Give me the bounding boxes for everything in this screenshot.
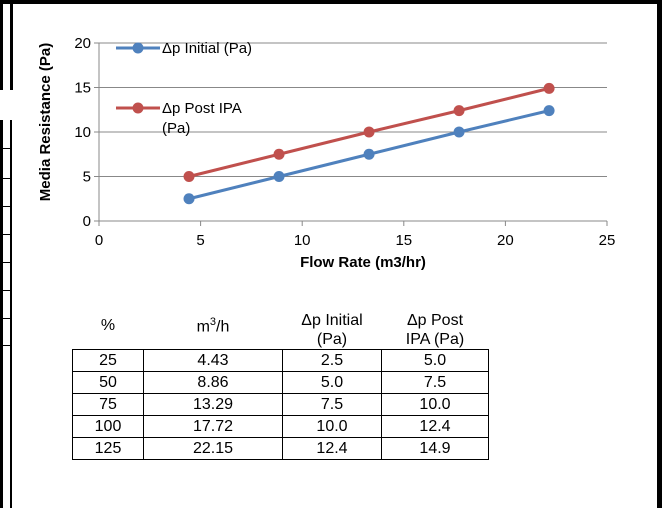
table-cell: 12.4 — [282, 437, 382, 460]
x-tick-label: 0 — [95, 232, 103, 249]
y-tick-label: 0 — [83, 213, 91, 230]
margin-rule — [0, 206, 10, 207]
data-table: % m3/h Δp Initial (Pa) Δp Post IPA (Pa) 25 4.4… — [72, 295, 489, 460]
x-tick-label: 10 — [294, 232, 311, 249]
y-tick-label: 5 — [83, 169, 91, 186]
table-cell: 5.0 — [282, 371, 382, 394]
table-header-cell: Δp Post IPA (Pa) — [405, 312, 465, 348]
table-header-cell: m3/h — [196, 316, 230, 336]
table-cell: 2.5 — [282, 349, 382, 372]
table-cell: 4.43 — [143, 349, 283, 372]
table-cell: 17.72 — [143, 415, 283, 438]
legend-marker — [132, 102, 144, 114]
margin-rule — [0, 262, 10, 263]
data-point — [273, 148, 285, 160]
data-point — [363, 148, 375, 160]
table-body: 25 4.43 2.5 5.0 50 8.86 5.0 7.5 75 13.29 7.5 10.0 10… — [72, 349, 489, 460]
table-row: 25 4.43 2.5 5.0 — [72, 349, 489, 372]
page-border-left — [0, 0, 3, 90]
line-chart: 0 5 10 15 20 0 5 10 15 20 25 Δp Initial (Pa) Δp Pos… — [37, 35, 615, 271]
margin-rule — [0, 178, 10, 179]
page-border-top — [0, 0, 662, 4]
table-cell: 10.0 — [282, 415, 382, 438]
x-axis-title: Flow Rate (m3/hr) — [300, 254, 426, 271]
y-axis-title: Media Resistance (Pa) — [37, 43, 54, 201]
table-cell: 75 — [72, 393, 144, 416]
table-cell: 7.5 — [381, 371, 489, 394]
data-point — [453, 105, 465, 117]
series-group — [183, 82, 555, 205]
y-tick-label: 10 — [74, 124, 91, 141]
table-row: 75 13.29 7.5 10.0 — [72, 393, 489, 416]
table-cell: 125 — [72, 437, 144, 460]
legend-label: Δp Initial (Pa) — [162, 40, 252, 57]
table-cell: 12.4 — [381, 415, 489, 438]
margin-rule — [0, 148, 10, 149]
y-tick-label: 15 — [74, 80, 91, 97]
x-tick-label: 25 — [599, 232, 616, 249]
data-point — [183, 171, 195, 182]
table-header-cell: Δp Initial (Pa) — [301, 312, 363, 348]
table-cell: 8.86 — [143, 371, 283, 394]
legend-marker — [132, 42, 144, 54]
table-row: 50 8.86 5.0 7.5 — [72, 371, 489, 394]
table-cell: 50 — [72, 371, 144, 394]
axes — [94, 42, 608, 226]
margin-rule — [0, 234, 10, 235]
legend-label: Δp Post IPA (Pa) — [162, 100, 242, 137]
legend: Δp Initial (Pa) Δp Post IPA (Pa) — [116, 40, 252, 137]
data-point — [273, 171, 285, 182]
table-cell: 25 — [72, 349, 144, 372]
data-point — [543, 105, 555, 117]
margin-rule — [0, 318, 10, 319]
table-cell: 22.15 — [143, 437, 283, 460]
data-point — [453, 126, 465, 138]
table-cell: 7.5 — [282, 393, 382, 416]
table-row: 125 22.15 12.4 14.9 — [72, 437, 489, 460]
margin-rule — [0, 290, 10, 291]
page-border-left-inner — [10, 0, 13, 90]
tick-labels: 0 5 10 15 20 0 5 10 15 20 25 — [74, 35, 615, 249]
table-cell: 5.0 — [381, 349, 489, 372]
x-tick-label: 20 — [497, 232, 514, 249]
x-tick-label: 5 — [196, 232, 204, 249]
table-cell: 14.9 — [381, 437, 489, 460]
page-border-right — [657, 0, 662, 508]
margin-rule — [0, 345, 10, 346]
data-point — [543, 82, 555, 94]
page-border-left-lower-inner — [10, 120, 12, 508]
table-row: 100 17.72 10.0 12.4 — [72, 415, 489, 438]
table-header-row: % m3/h Δp Initial (Pa) Δp Post IPA (Pa) — [73, 295, 489, 350]
data-point — [183, 193, 195, 205]
table-cell: 10.0 — [381, 393, 489, 416]
table-cell: 13.29 — [143, 393, 283, 416]
x-tick-label: 15 — [395, 232, 412, 249]
page-border-left-lower — [0, 120, 3, 508]
table-header-cell: % — [100, 316, 116, 334]
table-cell: 100 — [72, 415, 144, 438]
y-tick-label: 20 — [74, 35, 91, 52]
data-point — [363, 126, 375, 138]
